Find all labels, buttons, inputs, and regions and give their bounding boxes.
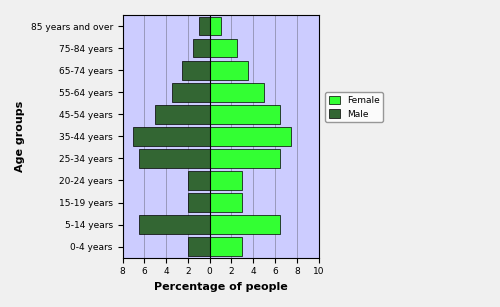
- Bar: [210, 61, 248, 80]
- Bar: [210, 171, 242, 190]
- Bar: [210, 83, 264, 102]
- Bar: [139, 149, 210, 168]
- Bar: [182, 61, 210, 80]
- Bar: [134, 127, 210, 146]
- Bar: [194, 39, 210, 57]
- Y-axis label: Age groups: Age groups: [15, 101, 25, 172]
- Bar: [210, 127, 292, 146]
- Bar: [188, 237, 210, 256]
- Bar: [210, 193, 242, 212]
- Bar: [139, 215, 210, 234]
- Bar: [199, 17, 209, 35]
- Bar: [188, 171, 210, 190]
- Bar: [210, 105, 280, 124]
- Bar: [210, 17, 220, 35]
- Bar: [210, 215, 280, 234]
- Bar: [210, 149, 280, 168]
- Bar: [210, 237, 242, 256]
- Bar: [172, 83, 209, 102]
- Bar: [210, 39, 237, 57]
- Legend: Female, Male: Female, Male: [325, 92, 383, 122]
- X-axis label: Percentage of people: Percentage of people: [154, 282, 288, 292]
- Bar: [155, 105, 210, 124]
- Bar: [188, 193, 210, 212]
